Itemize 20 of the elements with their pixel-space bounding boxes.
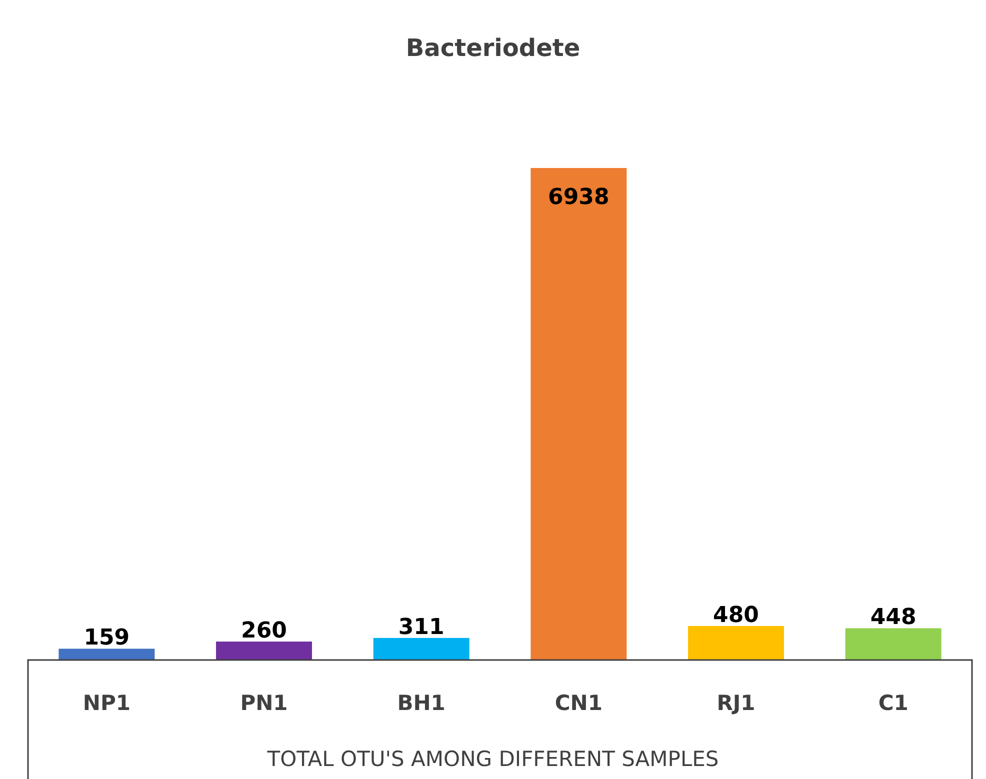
x-axis-title: TOTAL OTU'S AMONG DIFFERENT SAMPLES <box>266 747 719 771</box>
bar <box>688 626 784 660</box>
bar <box>373 638 470 660</box>
data-label: 6938 <box>548 185 610 210</box>
x-tick-label: CN1 <box>554 691 602 715</box>
x-tick-label: RJ1 <box>716 691 756 715</box>
bar <box>530 168 627 660</box>
data-label: 159 <box>84 626 130 651</box>
data-label: 480 <box>713 602 759 628</box>
x-tick-label: BH1 <box>397 691 446 715</box>
x-tick-label: PN1 <box>240 691 288 715</box>
data-label: 311 <box>398 614 444 640</box>
chart-title: Bacteriodete <box>406 34 580 62</box>
data-label: 260 <box>241 618 287 644</box>
data-label: 448 <box>870 605 916 630</box>
x-tick-label: C1 <box>878 691 908 715</box>
bar <box>216 642 312 660</box>
x-tick-label: NP1 <box>82 691 130 715</box>
bar <box>845 628 942 660</box>
bar <box>58 648 155 660</box>
